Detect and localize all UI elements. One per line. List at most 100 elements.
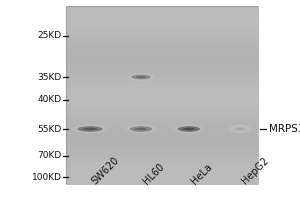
Bar <box>66 91 258 93</box>
Text: 70KD: 70KD <box>37 152 62 160</box>
Bar <box>66 117 258 119</box>
Bar <box>66 64 258 66</box>
Bar <box>66 155 258 157</box>
Ellipse shape <box>130 126 152 132</box>
Bar <box>66 126 258 128</box>
Ellipse shape <box>183 128 195 130</box>
Bar <box>66 180 258 182</box>
Bar <box>66 177 258 180</box>
Bar <box>66 124 258 126</box>
Ellipse shape <box>83 128 97 130</box>
Bar <box>66 175 258 177</box>
Bar <box>66 93 258 95</box>
Bar <box>66 148 258 151</box>
Ellipse shape <box>135 128 147 130</box>
Bar <box>66 26 258 28</box>
Bar <box>66 73 258 75</box>
Ellipse shape <box>178 126 200 132</box>
Bar <box>66 42 258 44</box>
Bar <box>66 137 258 140</box>
Bar <box>66 144 258 146</box>
Ellipse shape <box>232 126 248 132</box>
Ellipse shape <box>228 124 252 134</box>
Bar <box>66 46 258 48</box>
Bar <box>66 84 258 86</box>
Bar <box>66 131 258 133</box>
Bar <box>66 19 258 22</box>
Bar <box>66 35 258 37</box>
Bar <box>66 182 258 184</box>
Bar <box>66 146 258 148</box>
Bar <box>66 82 258 84</box>
Bar <box>66 53 258 55</box>
Ellipse shape <box>131 75 151 79</box>
Bar <box>66 135 258 137</box>
Bar <box>66 142 258 144</box>
Bar <box>66 108 258 111</box>
Text: 100KD: 100KD <box>32 172 62 182</box>
Bar <box>66 160 258 162</box>
Bar <box>66 153 258 155</box>
Bar <box>66 102 258 104</box>
Ellipse shape <box>71 124 109 134</box>
Bar <box>66 68 258 71</box>
Bar <box>66 122 258 124</box>
Bar <box>66 79 258 82</box>
Text: HepG2: HepG2 <box>240 155 271 186</box>
Bar <box>66 162 258 164</box>
Text: HL60: HL60 <box>141 161 166 186</box>
Ellipse shape <box>77 126 103 132</box>
Bar <box>66 22 258 24</box>
Ellipse shape <box>77 126 103 132</box>
Bar <box>66 6 258 8</box>
Bar <box>66 15 258 17</box>
Ellipse shape <box>236 128 244 130</box>
Bar <box>66 13 258 15</box>
Bar <box>66 173 258 175</box>
Bar <box>66 104 258 106</box>
Bar <box>66 44 258 46</box>
Ellipse shape <box>232 126 248 132</box>
Bar <box>66 28 258 30</box>
Bar <box>66 128 258 131</box>
Text: 35KD: 35KD <box>37 72 62 82</box>
Bar <box>66 140 258 142</box>
Bar <box>66 33 258 35</box>
Bar <box>66 10 258 13</box>
Bar <box>66 30 258 33</box>
Bar <box>66 171 258 173</box>
Bar <box>66 106 258 108</box>
Text: 25KD: 25KD <box>38 31 62 40</box>
Bar <box>66 55 258 57</box>
Bar <box>66 113 258 115</box>
Bar <box>66 88 258 91</box>
Ellipse shape <box>175 125 203 133</box>
Ellipse shape <box>127 125 155 133</box>
Bar <box>66 99 258 102</box>
Ellipse shape <box>131 74 151 80</box>
Ellipse shape <box>126 73 156 81</box>
Bar <box>66 62 258 64</box>
Text: HeLa: HeLa <box>189 161 214 186</box>
Bar <box>66 111 258 113</box>
Bar <box>66 66 258 68</box>
Bar <box>66 119 258 122</box>
Bar <box>66 97 258 99</box>
Ellipse shape <box>74 125 106 133</box>
Text: MRPS30: MRPS30 <box>268 124 300 134</box>
Bar <box>66 168 258 171</box>
Bar <box>66 95 258 97</box>
Bar <box>66 37 258 39</box>
Bar <box>66 57 258 59</box>
Bar <box>66 59 258 62</box>
Bar <box>66 164 258 166</box>
Bar <box>66 71 258 73</box>
Bar <box>66 157 258 160</box>
Bar <box>66 166 258 168</box>
Bar <box>66 48 258 50</box>
Ellipse shape <box>136 76 146 78</box>
Bar <box>66 24 258 26</box>
Bar <box>66 6 258 184</box>
Bar <box>66 77 258 79</box>
Text: 40KD: 40KD <box>38 96 62 104</box>
